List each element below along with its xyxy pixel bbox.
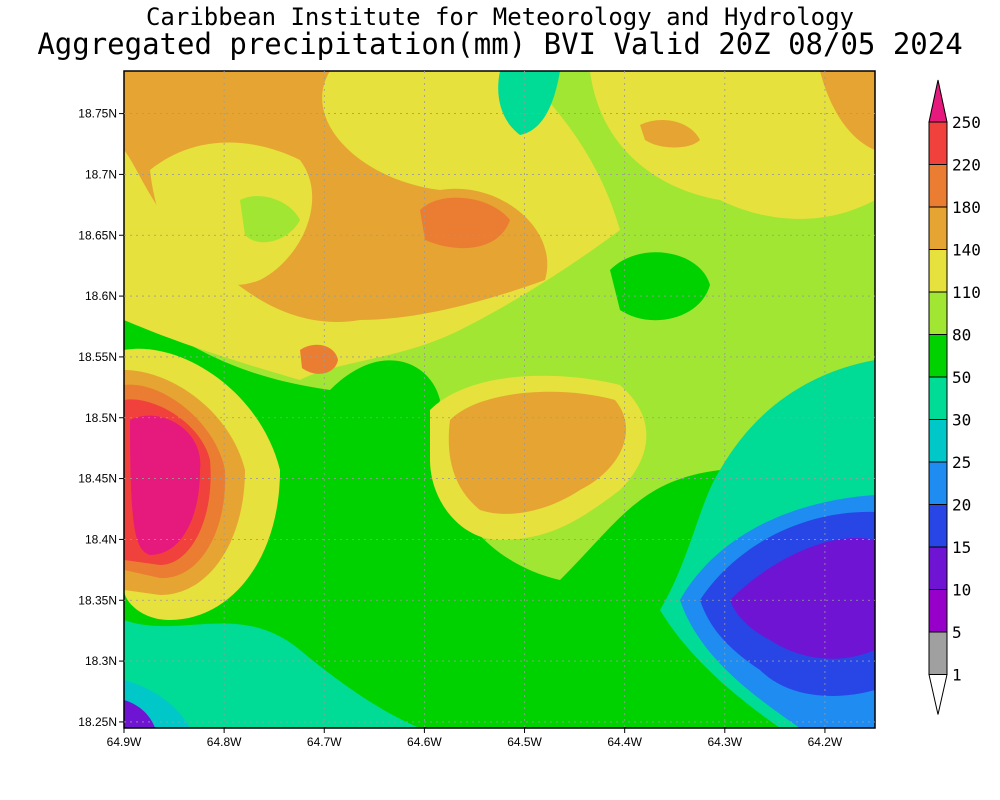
- lon-tick-label: 64.8W: [207, 735, 242, 749]
- lon-tick-label: 64.7W: [307, 735, 342, 749]
- colorbar-label: 50: [952, 368, 971, 387]
- lat-tick-label: 18.5N: [85, 411, 117, 425]
- precipitation-field: [124, 71, 875, 728]
- latitude-axis: 18.75N 18.7N 18.65N 18.6N 18.55N 18.5N 18.45N 1…: [78, 107, 124, 729]
- colorbar-label: 140: [952, 241, 981, 260]
- chart-title-line1: Caribbean Institute for Meteorology and …: [145, 3, 854, 31]
- colorbar-box: [928, 334, 948, 378]
- colorbar-box: [928, 504, 948, 548]
- colorbar-label: 20: [952, 496, 971, 515]
- colorbar-label: 15: [952, 538, 971, 557]
- colorbar-label: 1: [952, 666, 962, 685]
- colorbar-box: [928, 419, 948, 463]
- colorbar-label: 30: [952, 411, 971, 430]
- lat-tick-label: 18.25N: [78, 715, 117, 729]
- colorbar-label: 10: [952, 581, 971, 600]
- colorbar-box: [928, 121, 948, 165]
- lon-tick-label: 64.2W: [808, 735, 843, 749]
- colorbar-label: 220: [952, 156, 981, 175]
- colorbar-label: 110: [952, 283, 981, 302]
- gridlines: [124, 71, 875, 728]
- lat-tick-label: 18.55N: [78, 350, 117, 364]
- longitude-axis: 64.9W 64.8W 64.7W 64.6W 64.5W 64.4W 64.3W 64.2W: [107, 728, 843, 749]
- colorbar-box: [928, 206, 948, 250]
- lat-tick-label: 18.4N: [85, 532, 117, 546]
- lon-tick-label: 64.9W: [107, 735, 142, 749]
- colorbar: 250 220 180 140 110 80 50 30 25 20 15 10 5 1: [928, 79, 981, 715]
- colorbar-label: 250: [952, 113, 981, 132]
- lon-tick-label: 64.6W: [407, 735, 442, 749]
- lat-tick-label: 18.45N: [78, 472, 117, 486]
- lat-tick-label: 18.75N: [78, 107, 117, 121]
- lat-tick-label: 18.3N: [85, 654, 117, 668]
- colorbar-box: [928, 376, 948, 420]
- lat-tick-label: 18.65N: [78, 228, 117, 242]
- lon-tick-label: 64.4W: [607, 735, 642, 749]
- colorbar-box: [928, 461, 948, 505]
- lat-tick-label: 18.7N: [85, 167, 117, 181]
- colorbar-label: 5: [952, 623, 962, 642]
- colorbar-top-arrow: [928, 79, 948, 123]
- lat-tick-label: 18.35N: [78, 593, 117, 607]
- colorbar-label: 25: [952, 453, 971, 472]
- colorbar-bottom-arrow: [928, 674, 948, 715]
- colorbar-box: [928, 249, 948, 293]
- lat-tick-label: 18.6N: [85, 289, 117, 303]
- colorbar-box: [928, 291, 948, 335]
- colorbar-label: 80: [952, 326, 971, 345]
- lon-tick-label: 64.5W: [507, 735, 542, 749]
- colorbar-box: [928, 631, 948, 675]
- colorbar-box: [928, 164, 948, 208]
- colorbar-box: [928, 589, 948, 633]
- lon-tick-label: 64.3W: [707, 735, 742, 749]
- map-frame: [123, 70, 876, 729]
- chart-title-line2: Aggregated precipitation(mm) BVI Valid 2…: [37, 27, 963, 61]
- colorbar-box: [928, 546, 948, 590]
- colorbar-label: 180: [952, 198, 981, 217]
